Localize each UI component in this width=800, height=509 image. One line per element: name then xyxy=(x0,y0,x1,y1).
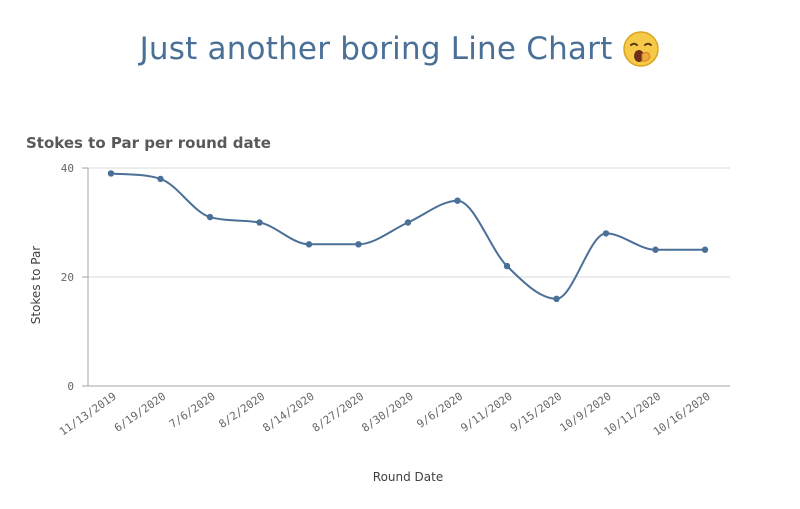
data-point[interactable] xyxy=(206,213,214,221)
y-axis-title: Stokes to Par xyxy=(29,246,43,325)
data-point[interactable] xyxy=(503,262,511,270)
data-point[interactable] xyxy=(602,230,610,237)
x-tick-label: 8/2/2020 xyxy=(216,390,267,431)
x-tick-label: 9/6/2020 xyxy=(414,390,465,431)
y-tick-label: 20 xyxy=(61,271,74,284)
data-point[interactable] xyxy=(553,295,560,302)
x-tick-label: 11/13/2019 xyxy=(57,390,119,439)
page-title-text: Just another boring Line Chart xyxy=(139,31,613,67)
y-tick-labels: 0 20 40 xyxy=(61,162,74,393)
axes xyxy=(82,167,730,387)
y-tick-label: 40 xyxy=(61,162,74,175)
yawning-face-icon xyxy=(622,30,660,68)
data-point[interactable] xyxy=(454,197,461,204)
y-tick-label: 0 xyxy=(67,380,74,393)
x-tick-label: 8/30/2020 xyxy=(359,390,415,435)
data-point[interactable] xyxy=(652,246,659,253)
data-point[interactable] xyxy=(157,175,164,183)
x-tick-label: 8/14/2020 xyxy=(260,390,316,435)
data-point[interactable] xyxy=(701,246,709,253)
data-point[interactable] xyxy=(305,241,313,248)
page-title: Just another boring Line Chart xyxy=(0,30,800,68)
grid-lines xyxy=(88,167,730,278)
x-tick-label: 6/19/2020 xyxy=(112,390,168,435)
data-point[interactable] xyxy=(404,219,412,226)
data-points xyxy=(107,170,709,302)
data-point[interactable] xyxy=(355,241,362,248)
chart-title: Stokes to Par per round date xyxy=(26,134,271,152)
x-tick-label: 9/11/2020 xyxy=(458,390,514,435)
data-point[interactable] xyxy=(256,219,263,226)
series-line xyxy=(110,172,705,300)
x-tick-label: 7/6/2020 xyxy=(167,390,218,431)
data-point[interactable] xyxy=(107,170,115,177)
x-tick-labels: 11/13/20196/19/20207/6/20208/2/20208/14/… xyxy=(57,390,713,439)
x-axis-title: Round Date xyxy=(373,470,443,484)
x-tick-label: 8/27/2020 xyxy=(310,390,366,435)
x-tick-label: 9/15/2020 xyxy=(508,390,564,435)
